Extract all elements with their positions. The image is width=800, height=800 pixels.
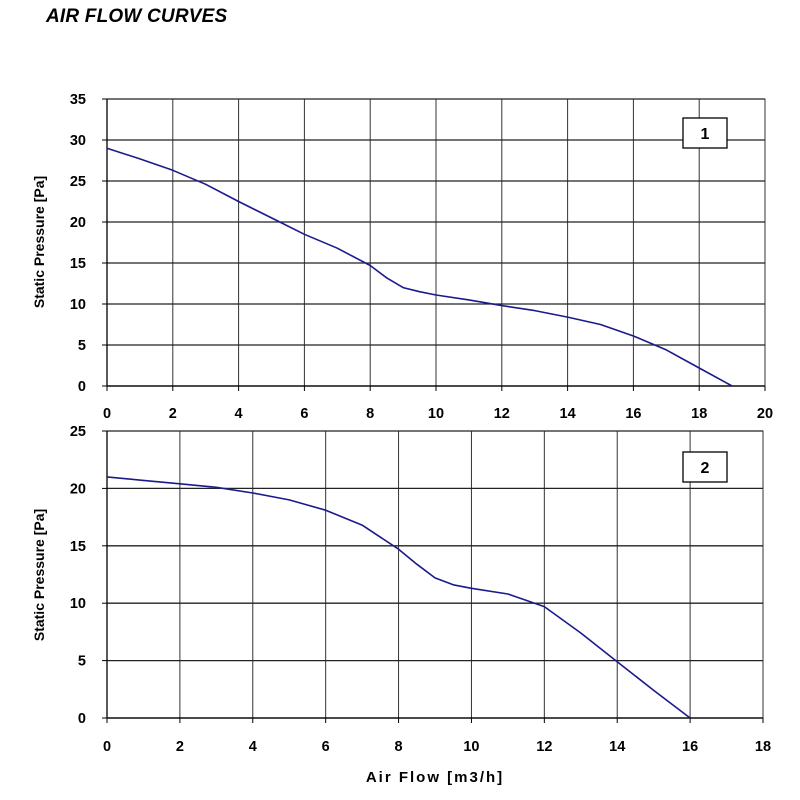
chart-number-badge xyxy=(682,451,728,483)
y-tick-label: 0 xyxy=(78,711,86,727)
x-tick-label: 20 xyxy=(757,406,773,422)
y-tick-label: 0 xyxy=(78,379,86,395)
x-tick-label: 0 xyxy=(103,739,111,755)
airflow-curve-1 xyxy=(106,147,733,387)
x-tick-label: 16 xyxy=(682,739,698,755)
x-tick-label: 18 xyxy=(755,739,771,755)
y-tick-label: 20 xyxy=(70,481,86,497)
x-tick-label: 6 xyxy=(300,406,308,422)
x-tick-label: 14 xyxy=(560,406,576,422)
y-tick-label: 15 xyxy=(70,539,86,555)
y-tick-label: 25 xyxy=(70,174,86,190)
y-tick-label: 10 xyxy=(70,596,86,612)
chart-number-label: 1 xyxy=(701,126,710,143)
y-axis-label: Static Pressure [Pa] xyxy=(31,509,47,641)
x-tick-label: 10 xyxy=(428,406,444,422)
x-tick-label: 12 xyxy=(536,739,552,755)
y-axis-label: Static Pressure [Pa] xyxy=(31,176,47,308)
y-tick-label: 15 xyxy=(70,256,86,272)
x-tick-label: 4 xyxy=(249,739,257,755)
plot-area xyxy=(106,430,764,719)
x-tick-label: 2 xyxy=(176,739,184,755)
y-tick-label: 30 xyxy=(70,133,86,149)
x-tick-label: 8 xyxy=(395,739,403,755)
y-tick-label: 20 xyxy=(70,215,86,231)
chart-number-badge xyxy=(682,117,728,149)
x-axis-label: Air Flow [m3/h] xyxy=(366,769,504,786)
x-tick-label: 12 xyxy=(494,406,510,422)
x-tick-label: 16 xyxy=(625,406,641,422)
y-tick-label: 10 xyxy=(70,297,86,313)
x-tick-label: 6 xyxy=(322,739,330,755)
x-tick-label: 10 xyxy=(463,739,479,755)
chart-2: 0 2 4 6 8 10 12 14 16 18 0 5 10 15 20 25 Static Pressure… xyxy=(31,424,771,786)
x-tick-label: 14 xyxy=(609,739,625,755)
y-tick-label: 35 xyxy=(70,92,86,108)
y-tick-label: 5 xyxy=(78,654,86,670)
x-tick-label: 18 xyxy=(691,406,707,422)
x-tick-label: 4 xyxy=(235,406,243,422)
y-tick-label: 5 xyxy=(78,338,86,354)
chart-1: 0 2 4 6 8 10 12 14 16 18 20 0 5 10 15 20 25 30 35 Static Pr… xyxy=(31,92,773,422)
airflow-curve-2 xyxy=(106,476,691,719)
y-tick-label: 25 xyxy=(70,424,86,440)
chart-number-label: 2 xyxy=(701,460,710,477)
x-tick-label: 8 xyxy=(366,406,374,422)
page-title: AIR FLOW CURVES xyxy=(46,6,228,27)
x-tick-label: 0 xyxy=(103,406,111,422)
x-tick-label: 2 xyxy=(169,406,177,422)
